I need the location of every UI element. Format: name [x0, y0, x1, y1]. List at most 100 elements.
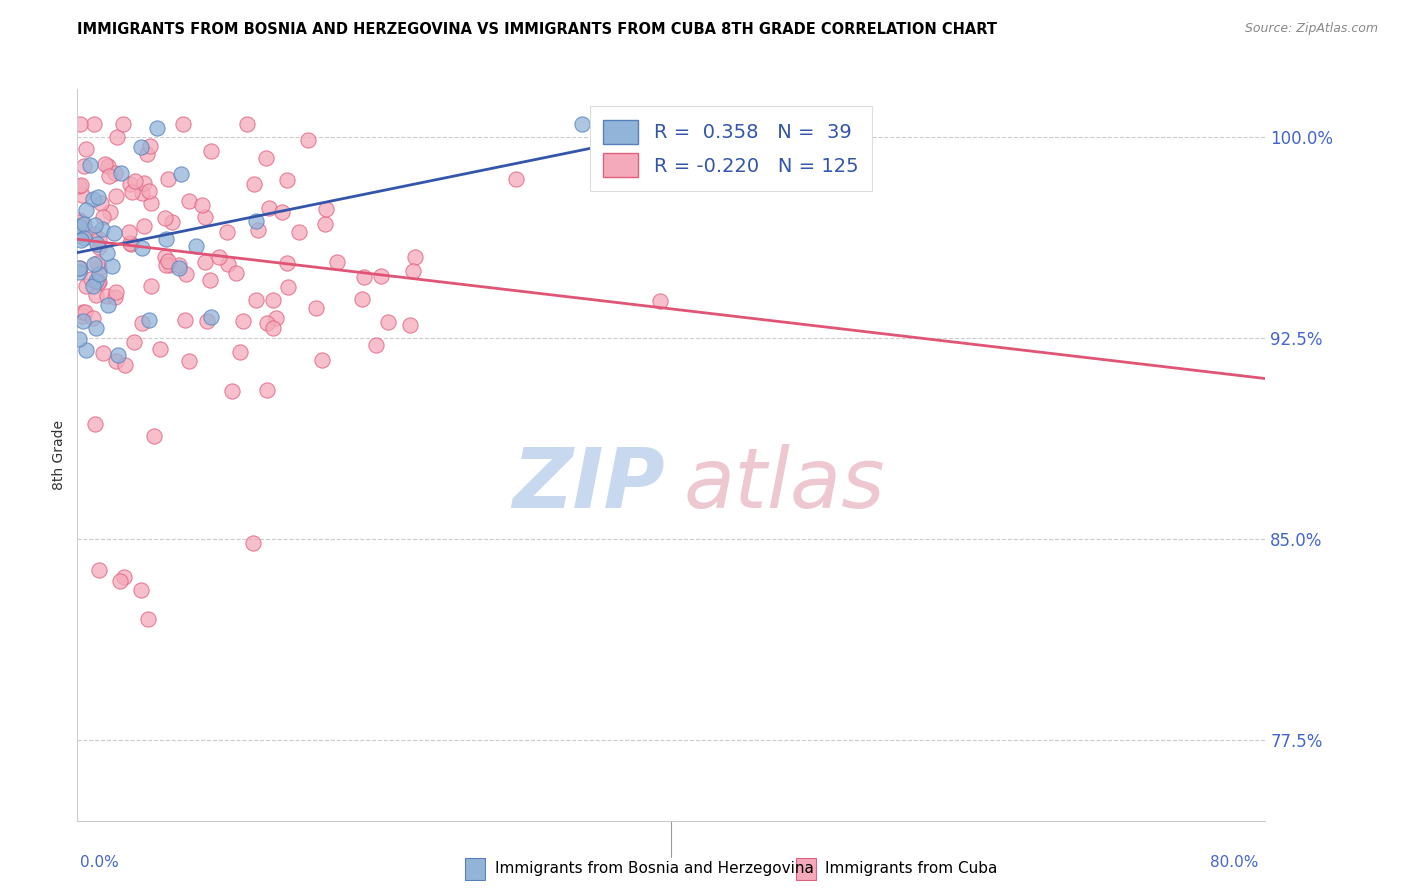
Point — [277, 280, 299, 294]
Point — [118, 178, 141, 192]
Point — [75, 305, 97, 319]
Point — [70, 178, 93, 192]
Point — [73, 159, 96, 173]
Point — [191, 197, 214, 211]
Point — [370, 268, 392, 283]
Point — [160, 215, 183, 229]
Point — [70, 215, 93, 229]
Point — [256, 317, 278, 331]
Point — [364, 338, 387, 352]
Point — [83, 417, 105, 431]
Point — [104, 189, 127, 203]
Point — [114, 358, 136, 372]
Y-axis label: 8th Grade: 8th Grade — [52, 420, 66, 490]
Point — [73, 217, 96, 231]
Point — [200, 310, 222, 325]
Point — [262, 321, 284, 335]
Point — [186, 239, 208, 253]
Point — [67, 219, 90, 234]
Point — [177, 194, 200, 208]
Point — [83, 117, 105, 131]
Point — [82, 311, 104, 326]
Point — [135, 147, 157, 161]
Point — [242, 536, 264, 550]
Point — [221, 384, 243, 399]
Point — [153, 250, 176, 264]
Point — [149, 342, 172, 356]
Point — [262, 293, 284, 307]
Point — [82, 192, 104, 206]
Point — [305, 301, 328, 315]
Point — [96, 246, 118, 260]
Point — [266, 310, 288, 325]
Point — [69, 265, 91, 279]
Point — [67, 213, 90, 227]
Point — [124, 174, 146, 188]
Point — [254, 151, 277, 165]
Point — [97, 297, 120, 311]
Point — [93, 345, 115, 359]
Point — [84, 274, 107, 288]
Point — [86, 236, 108, 251]
Point — [122, 334, 145, 349]
Point — [75, 142, 97, 156]
Point — [91, 211, 114, 225]
Point — [159, 258, 181, 272]
Point — [89, 240, 111, 254]
Point — [243, 177, 266, 191]
Legend: R =  0.358   N =  39, R = -0.220   N = 125: R = 0.358 N = 39, R = -0.220 N = 125 — [589, 106, 872, 191]
Point — [72, 309, 94, 323]
Point — [571, 117, 593, 131]
Point — [177, 354, 200, 368]
Point — [72, 313, 94, 327]
Point — [398, 318, 420, 333]
Point — [157, 253, 180, 268]
Point — [297, 133, 319, 147]
Point — [131, 241, 153, 255]
Point — [139, 196, 162, 211]
Point — [247, 223, 270, 237]
Point — [167, 259, 190, 273]
Point — [174, 312, 197, 326]
Point — [87, 267, 110, 281]
Text: 0.0%: 0.0% — [80, 855, 120, 870]
Point — [153, 211, 176, 226]
Point — [87, 563, 110, 577]
Point — [100, 259, 122, 273]
Point — [236, 117, 259, 131]
Point — [104, 290, 127, 304]
Point — [198, 273, 221, 287]
Point — [67, 178, 90, 193]
Point — [90, 195, 112, 210]
Point — [67, 228, 90, 243]
Point — [82, 278, 104, 293]
Point — [648, 293, 671, 308]
Point — [172, 117, 194, 131]
Point — [69, 117, 91, 131]
Point — [315, 202, 337, 217]
Point — [98, 204, 121, 219]
Point — [169, 260, 191, 275]
Point — [593, 157, 616, 171]
Point — [84, 321, 107, 335]
Point — [200, 145, 222, 159]
Point — [138, 184, 160, 198]
Text: Source: ZipAtlas.com: Source: ZipAtlas.com — [1244, 22, 1378, 36]
Point — [120, 237, 142, 252]
Point — [377, 315, 399, 329]
Point — [67, 261, 90, 276]
Point — [104, 285, 127, 299]
Text: Immigrants from Bosnia and Herzegovina: Immigrants from Bosnia and Herzegovina — [495, 862, 814, 876]
Point — [217, 257, 239, 271]
Point — [120, 236, 142, 251]
Point — [208, 250, 231, 264]
Point — [194, 255, 217, 269]
Point — [84, 288, 107, 302]
Point — [89, 260, 111, 275]
Point — [136, 612, 159, 626]
Point — [132, 176, 155, 190]
Point — [245, 214, 267, 228]
Point — [94, 156, 117, 170]
Point — [232, 314, 254, 328]
Point — [404, 250, 426, 264]
